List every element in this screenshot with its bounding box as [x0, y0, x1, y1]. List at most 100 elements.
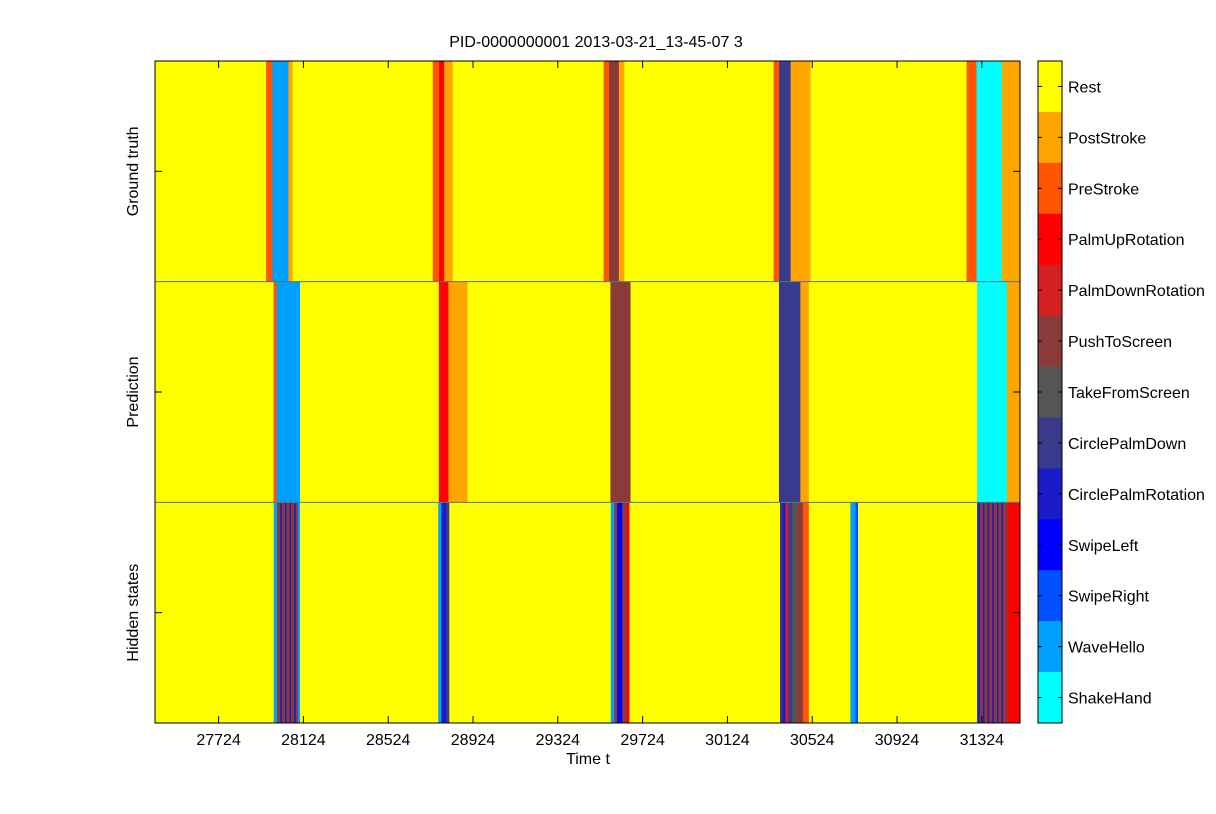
colorbar-frame — [1037, 60, 1063, 724]
segment-rest — [630, 281, 780, 503]
segment-wavehello — [850, 502, 856, 723]
segment-circlepalmrotation — [294, 502, 297, 723]
colorbar-label-prestroke: PreStroke — [1068, 181, 1139, 198]
segment-prestroke — [266, 61, 273, 282]
segment-poststroke — [448, 281, 468, 503]
segment-circlepalmrotation — [987, 502, 990, 723]
colorbar-label-swipeleft: SwipeLeft — [1068, 538, 1139, 555]
segment-takefromscreen — [792, 502, 797, 723]
colorbar-label-rest: Rest — [1068, 79, 1101, 96]
segment-swipeleft — [617, 502, 623, 723]
segment-rest — [629, 502, 781, 723]
segment-palmdownrotation — [785, 502, 789, 723]
segment-wavehello — [610, 502, 615, 723]
segment-circlepalmrotation — [441, 502, 447, 723]
segment-prestroke — [432, 61, 440, 282]
segment-poststroke — [800, 281, 810, 503]
segment-rest — [452, 61, 605, 282]
segment-rest — [624, 61, 775, 282]
segment-pushtoscreen — [295, 502, 299, 723]
segment-rest — [155, 502, 275, 723]
segment-poststroke — [790, 61, 811, 282]
segment-pushtoscreen — [609, 61, 620, 282]
segment-rest — [467, 281, 611, 503]
x-tick-label: 29324 — [536, 732, 581, 749]
x-tick-label: 30524 — [790, 732, 835, 749]
segment-pushtoscreen — [622, 502, 627, 723]
segment-poststroke — [618, 61, 625, 282]
segment-rest — [300, 502, 439, 723]
x-tick-label: 28124 — [281, 732, 326, 749]
segment-pushtoscreen — [984, 502, 988, 723]
segment-circlepalmrotation — [1001, 502, 1004, 723]
colorbar-label-circlepalmrotation: CirclePalmRotation — [1068, 487, 1205, 504]
segment-poststroke — [444, 61, 454, 282]
x-tick-label: 27724 — [196, 732, 241, 749]
segment-pushtoscreen — [610, 281, 631, 503]
segment-pushtoscreen — [1003, 502, 1008, 723]
x-tick-label: 30124 — [705, 732, 750, 749]
segment-prestroke — [966, 61, 977, 282]
segment-rest — [808, 502, 851, 723]
x-tick-label: 28524 — [366, 732, 411, 749]
segment-palmuprotation — [626, 502, 630, 723]
segment-circlepalmrotation — [996, 502, 999, 723]
segment-wavehello — [276, 281, 301, 503]
segment-rest — [292, 61, 434, 282]
segment-circlepalmdown — [779, 61, 792, 282]
segment-circlepalmrotation — [782, 502, 786, 723]
segment-pushtoscreen — [796, 502, 804, 723]
segment-shakehand — [976, 61, 1003, 282]
segment-prestroke — [273, 281, 278, 503]
colorbar: Rest PostStroke PreStroke PalmUpRotation Pal… — [1037, 60, 1205, 724]
segment-wavehello — [297, 502, 301, 723]
colorbar-label-palmdownrotation: PalmDownRotation — [1068, 283, 1205, 300]
x-tick-label: 29724 — [620, 732, 665, 749]
colorbar-label-circlepalmdown: CirclePalmDown — [1068, 436, 1186, 453]
segment-circlepalmdown — [778, 281, 801, 503]
segment-palmuprotation — [439, 61, 445, 282]
colorbar-label-takefromscreen: TakeFromScreen — [1068, 385, 1190, 402]
segment-pushtoscreen — [979, 502, 984, 723]
segment-rest — [858, 502, 978, 723]
segment-circlepalmrotation — [982, 502, 985, 723]
segment-poststroke — [1001, 61, 1021, 282]
segment-circlepalmrotation — [280, 502, 283, 723]
x-tick-label: 28924 — [451, 732, 496, 749]
plot-area — [154, 60, 1021, 724]
segment-pushtoscreen — [614, 502, 618, 723]
segment-pushtoscreen — [281, 502, 286, 723]
segment-circlepalmdown — [780, 502, 783, 723]
segment-prestroke — [603, 61, 610, 282]
segment-rest — [155, 281, 274, 503]
colorbar-label-palmuprotation: PalmUpRotation — [1068, 232, 1185, 249]
chart-title: PID-0000000001 2013-03-21_13-45-07 3 — [449, 34, 743, 51]
x-tick-label: 30924 — [875, 732, 920, 749]
colorbar-label-wavehello: WaveHello — [1068, 640, 1145, 657]
colorbar-label-swiperight: SwipeRight — [1068, 589, 1149, 606]
segment-prestroke — [802, 502, 810, 723]
row-label-hidden-states: Hidden states — [125, 564, 142, 662]
row-labels: Ground truth Prediction Hidden states — [125, 126, 1020, 662]
row-label-ground-truth: Ground truth — [125, 126, 142, 216]
colorbar-label-pushtoscreen: PushToScreen — [1068, 334, 1172, 351]
segment-rest — [300, 281, 440, 503]
segment-pushtoscreen — [277, 502, 281, 723]
segment-rest — [155, 61, 267, 282]
x-axis-label: Time t — [566, 751, 610, 768]
segment-prestroke — [773, 61, 780, 282]
segment-swiperight — [855, 502, 859, 723]
segment-pushtoscreen — [989, 502, 993, 723]
colorbar-label-poststroke: PostStroke — [1068, 130, 1146, 147]
segment-rest — [808, 281, 978, 503]
segment-wavehello — [438, 502, 442, 723]
segment-pushtoscreen — [291, 502, 295, 723]
segment-circlepalmdown — [788, 502, 793, 723]
segment-circlepalmrotation — [289, 502, 292, 723]
segment-circlepalmrotation — [284, 502, 287, 723]
segment-pushtoscreen — [998, 502, 1002, 723]
segment-wavehello — [272, 61, 289, 282]
x-axis: 27724 28124 28524 28924 29324 29724 30124 30524… — [196, 61, 1004, 749]
colorbar-label-shakehand: ShakeHand — [1068, 691, 1152, 708]
